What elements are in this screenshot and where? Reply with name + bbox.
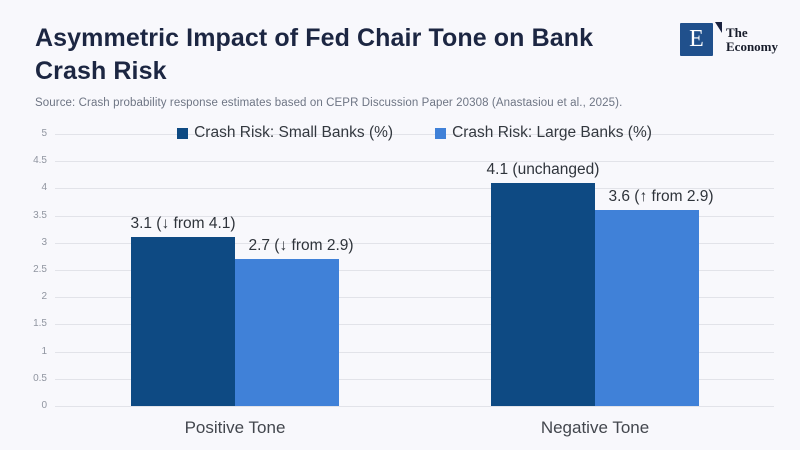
y-axis-tick-label: 0: [41, 400, 47, 411]
page-title-line1: Asymmetric Impact of Fed Chair Tone on B…: [35, 24, 594, 52]
gridline: [55, 297, 774, 298]
y-axis-tick-label: 5: [41, 128, 47, 139]
bar-small-banks-0: [131, 237, 235, 406]
x-category-label-1: Negative Tone: [540, 418, 650, 437]
gridline: [55, 406, 774, 407]
gridline: [55, 134, 774, 135]
y-axis-tick-label: 3.5: [33, 210, 47, 221]
y-axis-tick-label: 2.5: [33, 264, 47, 275]
y-axis-tick-label: 1.5: [33, 318, 47, 329]
logo-wordmark-line1: The: [726, 24, 748, 40]
y-axis-tick-label: 4: [41, 182, 47, 193]
gridline: [55, 216, 774, 217]
y-axis-tick-label: 2: [41, 291, 47, 302]
page-title: Asymmetric Impact of Fed Chair Tone on B…: [35, 22, 593, 88]
source-note: Source: Crash probability response estim…: [35, 97, 623, 109]
legend-label-large-banks: Crash Risk: Large Banks (%): [452, 124, 652, 141]
y-axis-tick-label: 0.5: [33, 373, 47, 384]
y-axis-tick-label: 4.5: [33, 155, 47, 166]
logo-wordmark: The Economy: [726, 24, 778, 54]
bar-value-label: 2.7 (↓ from 2.9): [248, 237, 354, 255]
gridline: [55, 270, 774, 271]
page-title-line2: Crash Risk: [35, 57, 167, 85]
legend-item-large-banks: Crash Risk: Large Banks (%): [435, 124, 652, 142]
gridline: [55, 243, 774, 244]
gridline: [55, 324, 774, 325]
legend-swatch-small-banks: [177, 127, 189, 139]
the-economy-logo: E The Economy: [680, 22, 778, 56]
logo-quote-icon: [715, 22, 722, 33]
bar-value-label: 3.6 (↑ from 2.9): [608, 188, 714, 206]
logo-wordmark-line2: Economy: [726, 38, 778, 54]
logo-letter: E: [689, 26, 704, 52]
bar-small-banks-1: [491, 182, 595, 406]
bar-value-label: 3.1 (↓ from 4.1): [130, 215, 236, 233]
bar-large-banks-0: [235, 259, 339, 406]
chart-legend: Crash Risk: Small Banks (%) Crash Risk: …: [55, 124, 774, 142]
legend-label-small-banks: Crash Risk: Small Banks (%): [194, 124, 394, 141]
gridline: [55, 161, 774, 162]
bar-value-label: 4.1 (unchanged): [486, 160, 600, 178]
gridline: [55, 188, 774, 189]
legend-item-small-banks: Crash Risk: Small Banks (%): [177, 124, 393, 142]
legend-swatch-large-banks: [435, 127, 447, 139]
logo-mark: E: [680, 22, 722, 56]
x-category-label-0: Positive Tone: [184, 418, 286, 437]
y-axis-tick-label: 3: [41, 237, 47, 248]
bar-large-banks-1: [595, 210, 699, 406]
gridline: [55, 379, 774, 380]
y-axis-tick-label: 1: [41, 346, 47, 357]
gridline: [55, 352, 774, 353]
